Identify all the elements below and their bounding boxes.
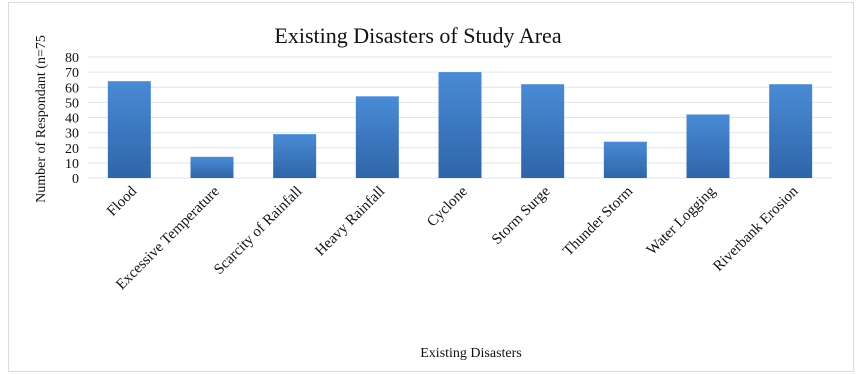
- bar-flood: [107, 81, 151, 178]
- y-tick-label: 70: [65, 66, 79, 81]
- bar-riverbank-erosion: [769, 84, 813, 178]
- bar-cyclone: [438, 72, 482, 178]
- x-category-label: Cyclone: [424, 183, 471, 230]
- y-axis-label: Number of Respondant (n=75: [34, 35, 49, 203]
- x-category-label: Flood: [104, 183, 140, 219]
- x-category-label: Storm Surge: [489, 183, 554, 248]
- bar-thunder-storm: [603, 141, 647, 178]
- bar-water-logging: [686, 114, 730, 178]
- x-category-label: Thunder Storm: [560, 183, 636, 259]
- y-tick-label: 60: [65, 81, 79, 96]
- x-category-label: Heavy Rainfall: [312, 184, 388, 260]
- x-category-label: Riverbank Erosion: [710, 183, 801, 274]
- y-tick-label: 80: [65, 51, 79, 66]
- x-axis-label: Existing Disasters: [420, 346, 522, 361]
- chart-title: Existing Disasters of Study Area: [274, 23, 561, 48]
- bar-heavy-rainfall: [355, 96, 399, 178]
- y-tick-label: 40: [65, 112, 79, 127]
- y-tick-label: 30: [65, 127, 79, 142]
- bar-scarcity-of-rainfall: [273, 134, 317, 178]
- y-tick-label: 50: [65, 96, 79, 111]
- y-tick-label: 10: [65, 157, 79, 172]
- bars: [107, 72, 813, 178]
- bar-storm-surge: [521, 84, 565, 178]
- y-tick-label: 0: [72, 172, 79, 187]
- x-category-label: Scarcity of Rainfall: [211, 184, 305, 278]
- y-tick-label: 20: [65, 142, 79, 157]
- x-category-label: Water Logging: [644, 183, 719, 258]
- chart-frame: [8, 2, 854, 372]
- bar-excessive-temperature: [190, 156, 234, 178]
